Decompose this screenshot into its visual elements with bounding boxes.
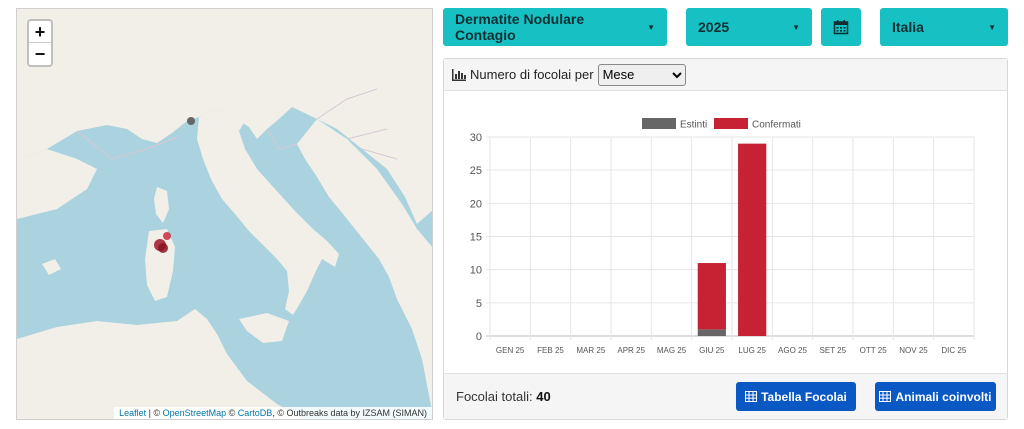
y-tick-label: 10 [470,265,482,277]
total-value: 40 [536,389,551,404]
country-label: Italia [892,19,924,35]
carto-link[interactable]: CartoDB [237,408,273,418]
x-tick-label: GEN 25 [496,346,525,355]
y-tick-label: 30 [470,132,482,144]
outbreak-marker [158,243,168,253]
x-tick-label: APR 25 [617,346,645,355]
legend-swatch[interactable] [642,118,676,129]
table-icon [879,391,892,402]
disease-label: Dermatite Nodulare Contagio [455,11,585,43]
x-tick-label: DIC 25 [941,346,966,355]
y-tick-label: 0 [476,331,482,343]
outbreaks-table-label: Tabella Focolai [761,389,847,404]
attribution-separator: | © [146,408,163,418]
caret-down-icon: ▼ [988,22,996,32]
zoom-control: + − [27,19,53,67]
legend-label[interactable]: Estinti [680,120,707,131]
zoom-in-button[interactable]: + [29,21,51,43]
x-tick-label: MAR 25 [576,346,605,355]
x-tick-label: LUG 25 [738,346,766,355]
legend-label[interactable]: Confermati [752,120,801,131]
map-tiles [17,9,432,419]
total-label: Focolai totali: [456,389,533,404]
x-tick-label: MAG 25 [657,346,687,355]
y-tick-label: 25 [470,165,482,177]
table-icon [745,391,758,402]
outbreak-marker [163,232,171,240]
year-dropdown[interactable]: 2025 ▼ [686,8,812,46]
caret-down-icon: ▼ [792,22,800,32]
attribution-separator: © [226,408,238,418]
x-tick-label: GIU 25 [699,346,725,355]
x-tick-label: OTT 25 [860,346,888,355]
animals-involved-label: Animali coinvolti [895,389,992,404]
panel-header-label: Numero di focolai per [470,67,594,82]
year-label: 2025 [698,19,730,35]
panel-footer: Focolai totali: 40 Tabella Focolai Anima… [444,373,1007,419]
y-tick-label: 20 [470,198,482,210]
total-outbreaks: Focolai totali: 40 [456,389,551,404]
outbreak-map[interactable]: + − Leaflet | © OpenStreetMap © CartoDB,… [16,8,433,420]
legend-swatch[interactable] [714,118,748,129]
leaflet-link[interactable]: Leaflet [119,408,147,418]
panel-header: Numero di focolai per Mese [444,59,1007,91]
chart-panel: Numero di focolai per Mese 0 5 10 15 20 25 30 G… [443,58,1008,420]
bar-confermati[interactable] [697,263,726,330]
x-tick-label: NOV 25 [899,346,928,355]
outbreak-marker [187,117,195,125]
disease-dropdown[interactable]: Dermatite Nodulare Contagio ▼ [443,8,667,46]
caret-down-icon: ▼ [647,22,655,32]
bar-confermati[interactable] [738,143,767,336]
attribution-source: , © Outbreaks data by IZSAM (SIMAN) [272,408,427,418]
animals-involved-button[interactable]: Animali coinvolti [875,382,996,411]
osm-link[interactable]: OpenStreetMap [162,408,227,418]
calendar-icon [833,20,849,35]
x-tick-label: FEB 25 [537,346,564,355]
y-tick-label: 15 [470,232,482,244]
outbreaks-table-button[interactable]: Tabella Focolai [736,382,856,411]
zoom-out-button[interactable]: − [34,44,46,64]
period-select[interactable]: Mese [597,63,686,86]
country-dropdown[interactable]: Italia ▼ [880,8,1008,46]
y-tick-label: 5 [476,298,482,310]
map-attribution: Leaflet | © OpenStreetMap © CartoDB, © O… [114,407,432,419]
bar-chart-icon [452,68,466,81]
x-tick-label: AGO 25 [778,346,807,355]
bar-estinti[interactable] [697,329,726,336]
x-tick-label: SET 25 [820,346,847,355]
outbreaks-bar-chart: 0 5 10 15 20 25 30 GEN 25 FEB 25 MAR 25 APR 25 MAG … [470,118,975,355]
calendar-button[interactable] [821,8,861,46]
